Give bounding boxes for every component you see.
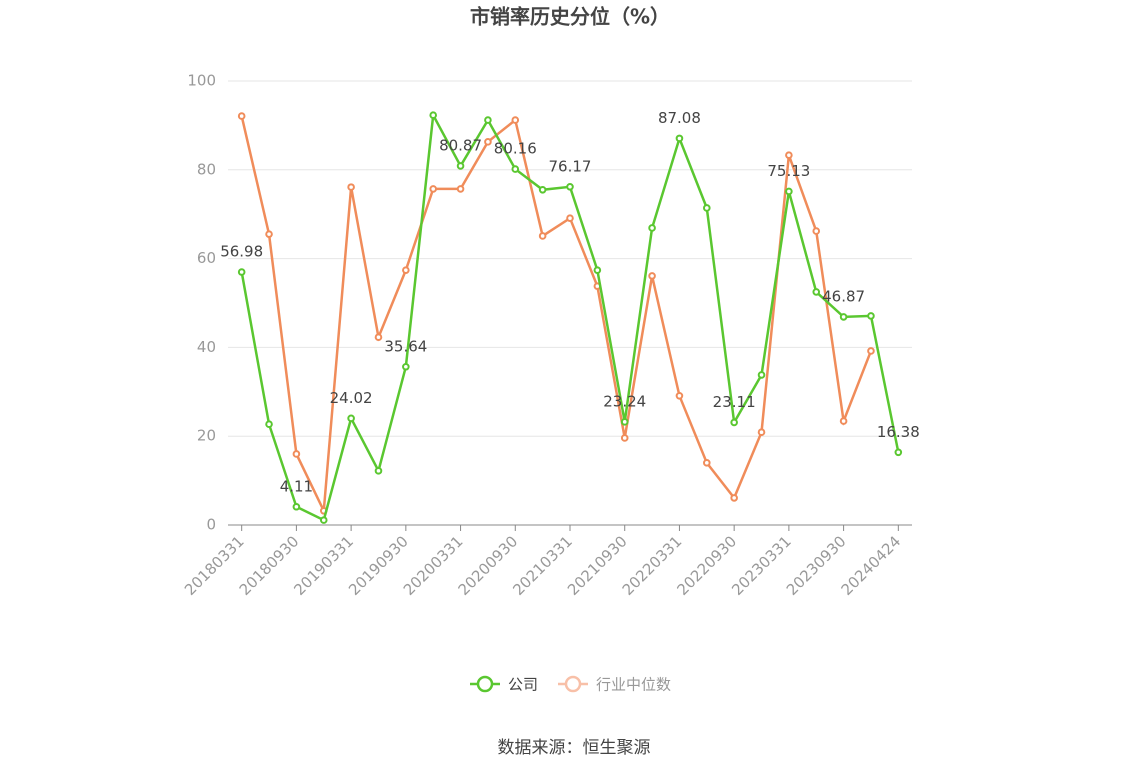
point bbox=[730, 494, 738, 502]
point bbox=[402, 362, 410, 371]
legend-marker bbox=[476, 675, 494, 693]
point bbox=[867, 312, 875, 320]
point bbox=[456, 185, 465, 193]
point bbox=[757, 371, 766, 379]
legend-marker bbox=[564, 675, 582, 693]
data-label: 23.11 bbox=[713, 393, 756, 411]
point bbox=[703, 459, 711, 467]
point bbox=[566, 183, 574, 191]
point bbox=[620, 434, 629, 442]
data-label: 80.87 bbox=[439, 136, 482, 154]
data-label: 56.98 bbox=[220, 243, 263, 261]
point bbox=[292, 450, 301, 458]
x-tick-label: 20240424 bbox=[838, 532, 905, 599]
point bbox=[511, 165, 520, 173]
point bbox=[620, 418, 629, 426]
y-tick-label: 0 bbox=[206, 516, 216, 534]
data-label: 24.02 bbox=[330, 389, 373, 407]
y-tick-label: 60 bbox=[197, 249, 216, 267]
data-label: 4.11 bbox=[280, 477, 313, 495]
point bbox=[894, 448, 903, 457]
point bbox=[265, 230, 273, 238]
point bbox=[429, 111, 438, 119]
point bbox=[538, 185, 547, 194]
point bbox=[839, 313, 848, 321]
source: 数据来源：恒生聚源 bbox=[498, 738, 651, 758]
point bbox=[648, 272, 656, 280]
point bbox=[812, 227, 821, 235]
y-tick-label: 20 bbox=[197, 427, 216, 445]
point bbox=[374, 333, 383, 341]
point bbox=[648, 224, 656, 232]
data-label: 75.13 bbox=[767, 162, 810, 180]
data-label: 46.87 bbox=[822, 287, 865, 305]
point bbox=[785, 187, 793, 196]
point bbox=[703, 204, 711, 212]
point bbox=[347, 183, 355, 191]
point bbox=[538, 232, 547, 240]
series-line bbox=[240, 115, 873, 516]
point bbox=[566, 214, 574, 222]
point bbox=[456, 162, 465, 170]
point bbox=[675, 134, 684, 143]
data-label: 80.16 bbox=[494, 140, 537, 158]
point bbox=[292, 502, 301, 511]
data-label: 87.08 bbox=[658, 109, 701, 127]
y-tick-label: 40 bbox=[197, 338, 216, 356]
point bbox=[484, 116, 492, 124]
point bbox=[402, 266, 410, 274]
point bbox=[730, 418, 738, 427]
point bbox=[867, 347, 875, 355]
point bbox=[265, 420, 273, 429]
point bbox=[593, 266, 602, 274]
point bbox=[511, 116, 520, 124]
legend-label: 公司 bbox=[508, 676, 538, 694]
point bbox=[675, 391, 684, 400]
point bbox=[839, 417, 848, 425]
point bbox=[429, 185, 438, 193]
point bbox=[374, 467, 383, 475]
data-label: 76.17 bbox=[549, 157, 592, 175]
point bbox=[237, 268, 246, 276]
point bbox=[347, 414, 355, 423]
data-label: 16.38 bbox=[877, 423, 920, 441]
point bbox=[484, 138, 492, 146]
point bbox=[757, 428, 766, 437]
data-label: 23.24 bbox=[603, 392, 646, 410]
chart-title: 市销率历史分位（%） bbox=[470, 5, 670, 29]
point bbox=[785, 151, 793, 159]
y-tick-label: 80 bbox=[197, 160, 216, 178]
point bbox=[812, 288, 821, 296]
y-tick-label: 100 bbox=[187, 72, 216, 90]
point bbox=[237, 112, 246, 120]
point bbox=[319, 516, 328, 524]
legend-label: 行业中位数 bbox=[596, 676, 671, 694]
data-label: 35.64 bbox=[384, 337, 427, 355]
